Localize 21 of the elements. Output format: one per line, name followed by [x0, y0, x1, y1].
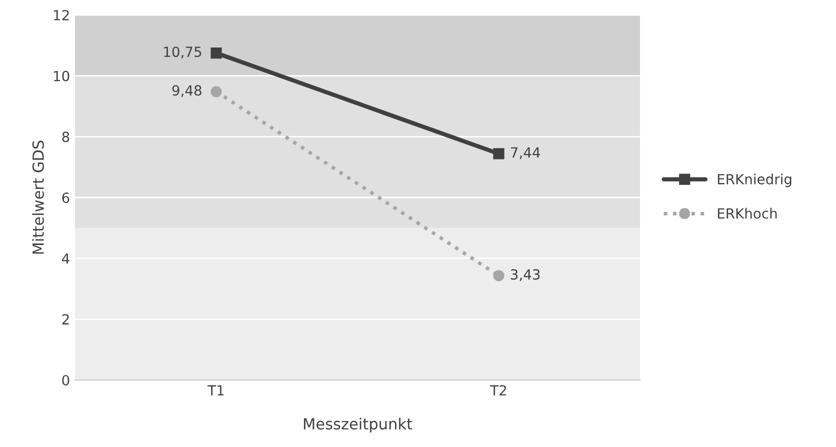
legend-label: ERKhoch: [718, 208, 777, 219]
point: [493, 148, 504, 160]
point: [210, 47, 222, 59]
y-tick-label: 0: [62, 374, 70, 386]
y-tick-label: 10: [54, 70, 70, 82]
x-tick-label: T2: [490, 385, 506, 396]
point: [210, 86, 222, 98]
y-tick-label: 8: [62, 132, 70, 142]
y-tick-label: 2: [62, 314, 69, 324]
legend-label: ERKniedrig: [718, 174, 792, 188]
data-label: 10,75: [164, 46, 202, 58]
y-axis-title: Mittelwert GDS: [32, 140, 44, 254]
data-label: 9,48: [172, 85, 202, 98]
x-tick-label: T1: [208, 385, 224, 396]
data-label: 7,44: [511, 147, 540, 160]
y-tick-label: 4: [62, 253, 70, 264]
y-tick-label: 6: [62, 192, 70, 203]
y-tick-label: 12: [54, 10, 69, 20]
x-axis-title: Messzeitpunkt: [304, 418, 412, 433]
point: [493, 270, 504, 282]
data-label: 3,43: [510, 269, 540, 282]
